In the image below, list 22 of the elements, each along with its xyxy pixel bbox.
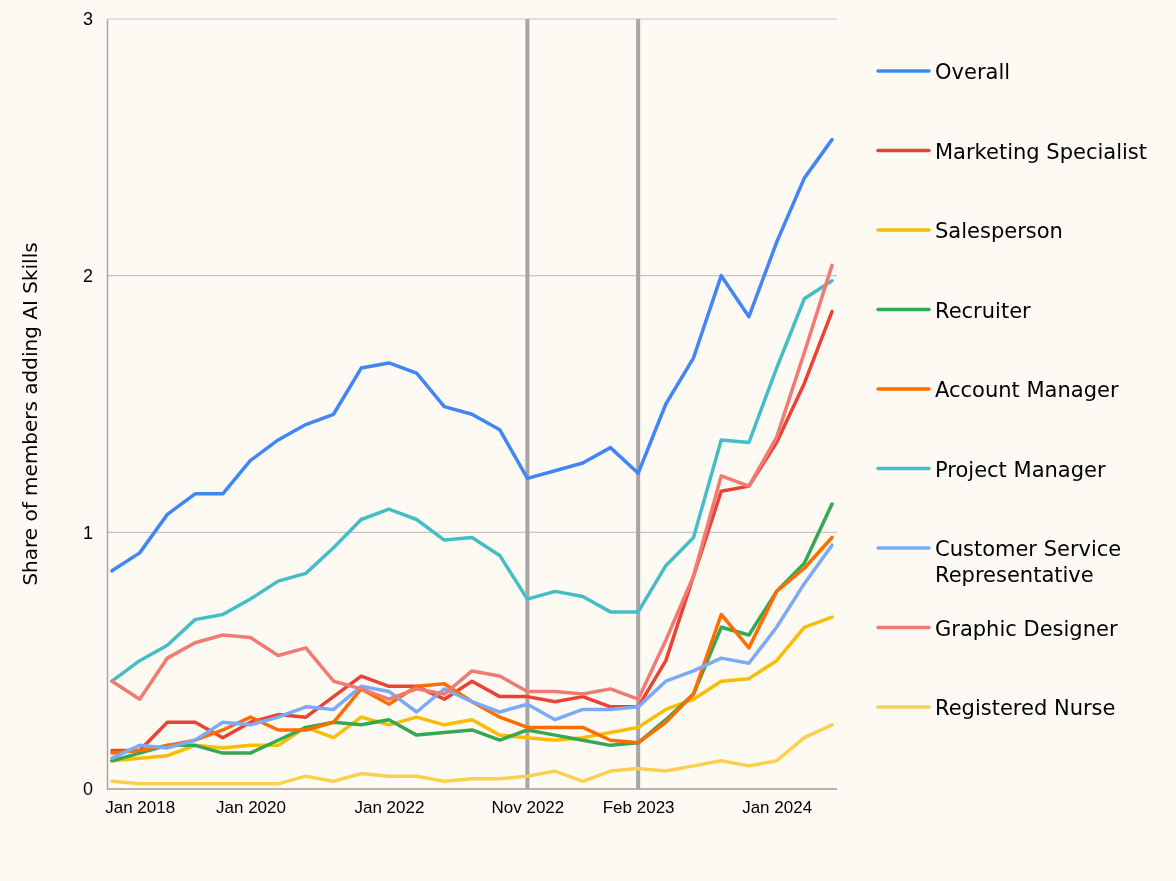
x-tick-label: Jan 2020	[215, 798, 286, 818]
y-axis-title: Share of members adding AI Skills	[18, 242, 42, 586]
x-tick-label: Feb 2023	[602, 798, 675, 818]
x-tick-label: Jan 2024	[742, 798, 813, 818]
legend-label: Recruiter	[935, 298, 1032, 323]
legend-label: Overall	[935, 60, 1011, 84]
legend-label: Registered Nurse	[935, 696, 1116, 720]
x-tick-label: Jan 2018	[105, 798, 176, 818]
y-tick-label: 3	[82, 9, 93, 30]
legend-label: Project Manager	[935, 457, 1106, 482]
y-tick-label: 2	[82, 265, 93, 286]
legend-label: Customer Service Representative	[935, 537, 1122, 587]
legend-label: Salesperson	[935, 219, 1063, 243]
legend-label: Account Manager	[935, 378, 1119, 402]
x-tick-label: Nov 2022	[491, 798, 565, 818]
x-tick-label: Jan 2022	[354, 798, 425, 818]
y-tick-label: 1	[82, 522, 93, 543]
legend-label: Graphic Designer	[935, 616, 1118, 641]
legend-label: Marketing Specialist	[935, 139, 1148, 164]
line-series	[110, 137, 834, 573]
line-series	[110, 723, 834, 786]
y-tick-label: 0	[82, 779, 93, 800]
